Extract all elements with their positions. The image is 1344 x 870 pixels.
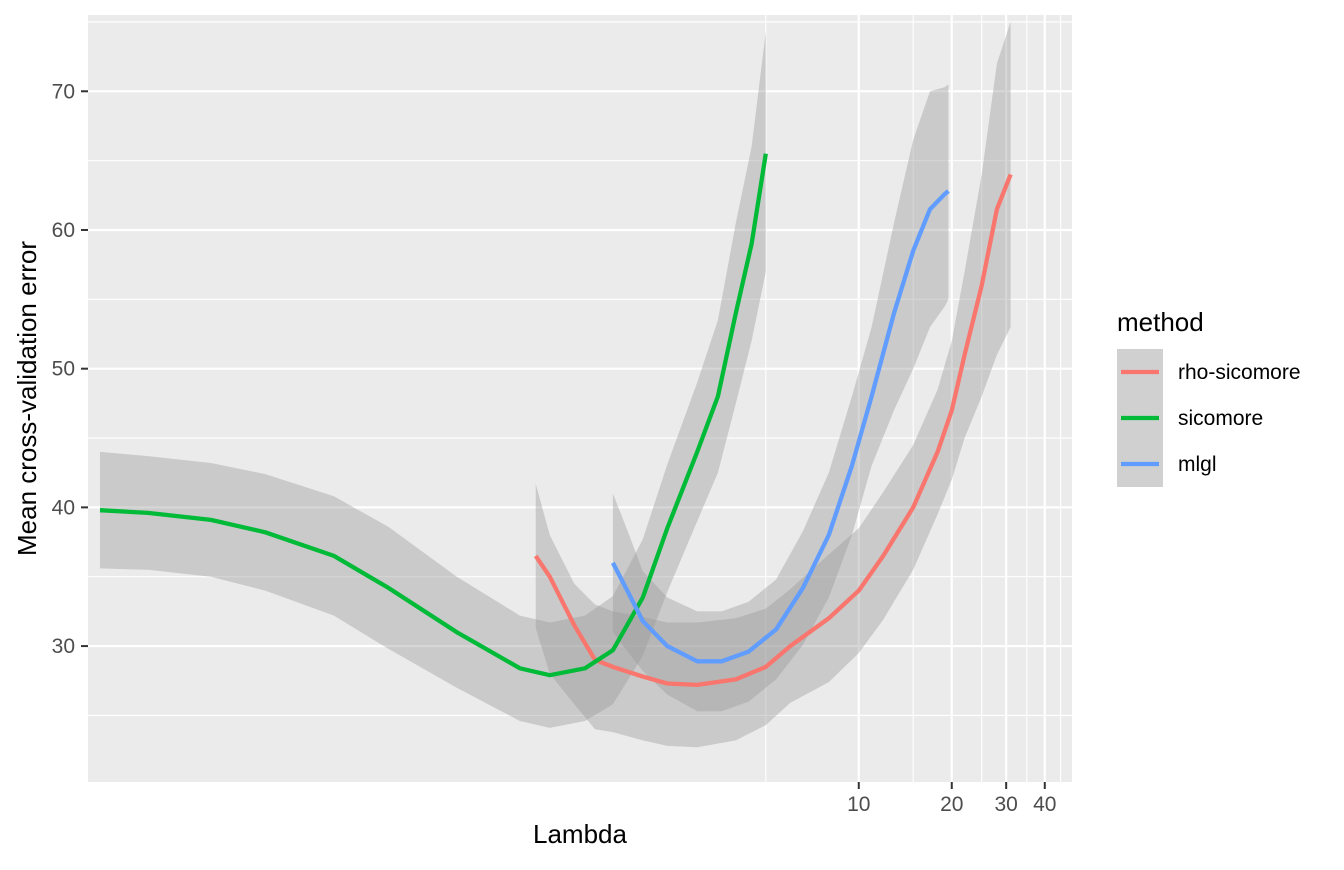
y-axis: 30 40 50 60 70 <box>52 80 88 658</box>
x-tick-label: 40 <box>1033 793 1056 816</box>
minor-gridlines <box>88 15 1072 782</box>
legend-label: sicomore <box>1178 407 1263 430</box>
y-tick-label: 60 <box>52 219 75 242</box>
legend: method rho-sicomore sicomore mlgl <box>1117 307 1301 487</box>
y-axis-title: Mean cross-validation error <box>12 241 42 556</box>
x-tick-label: 20 <box>940 793 963 816</box>
line-rho-sicomore <box>533 173 1013 688</box>
legend-label: rho-sicomore <box>1178 361 1301 384</box>
line-mlgl <box>610 189 950 664</box>
legend-title: method <box>1117 307 1204 337</box>
ribbon-sicomore <box>100 31 766 728</box>
series-lines <box>99 153 1013 688</box>
x-tick-label: 30 <box>994 793 1017 816</box>
plot-panel <box>88 15 1072 782</box>
ribbon-rho-sicomore <box>535 21 1011 748</box>
y-tick-label: 70 <box>52 80 75 103</box>
y-tick-label: 40 <box>52 496 75 519</box>
y-tick-label: 30 <box>52 635 75 658</box>
legend-items: rho-sicomore sicomore mlgl <box>1121 361 1301 476</box>
confidence-ribbons <box>100 21 1011 748</box>
ribbon-mlgl <box>612 84 949 712</box>
x-axis-title: Lambda <box>533 819 627 849</box>
major-gridlines <box>88 15 1072 782</box>
y-tick-label: 50 <box>52 358 75 381</box>
x-axis: 10 20 30 40 <box>847 782 1056 816</box>
line-sicomore <box>99 153 768 678</box>
x-tick-label: 10 <box>847 793 870 816</box>
legend-label: mlgl <box>1178 453 1217 476</box>
